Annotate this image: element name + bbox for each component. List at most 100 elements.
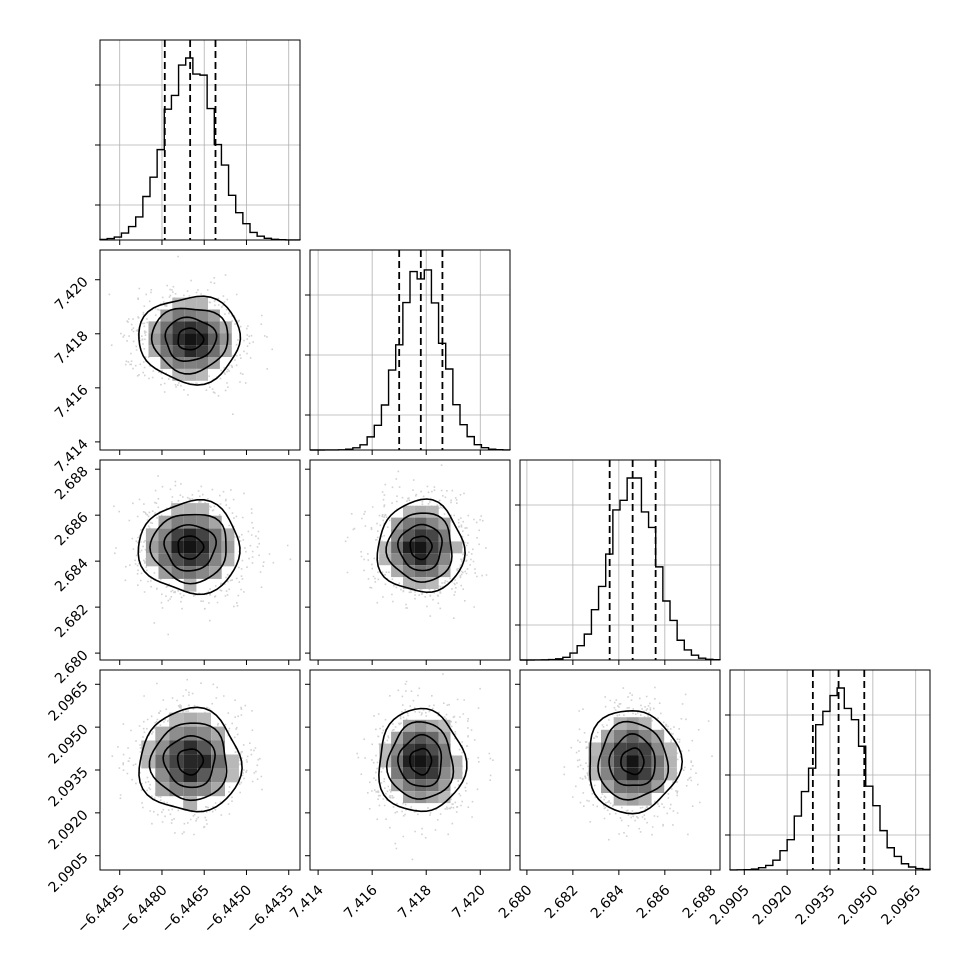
density-cell: [403, 755, 415, 768]
density-cell: [626, 717, 639, 730]
panel-content: [111, 678, 263, 836]
panel-frame: [309, 459, 511, 661]
density-cell: [414, 517, 427, 530]
contour-line: [409, 747, 433, 776]
density-cell: [145, 541, 159, 554]
density-cell: [196, 321, 208, 334]
density-cell: [426, 529, 439, 542]
density-cell: [613, 780, 627, 793]
panels-layer: [95, 39, 931, 875]
tick-marks-1-1: [95, 84, 290, 245]
tick-marks-2-1: [95, 279, 290, 455]
density-cell: [639, 742, 652, 756]
contour-line: [597, 720, 670, 801]
density-cell: [426, 767, 439, 780]
density-cell: [391, 517, 403, 530]
density-cell: [426, 565, 439, 578]
density-cell: [414, 577, 427, 589]
contour-line: [385, 512, 453, 583]
density-cell: [613, 755, 627, 768]
density-cell: [639, 767, 652, 781]
density-cell: [438, 791, 451, 804]
density-cell: [438, 541, 451, 554]
density-cell: [196, 309, 208, 322]
contour-line: [620, 747, 645, 776]
density-cell: [426, 505, 439, 518]
density-cell: [184, 309, 197, 322]
density-cell: [391, 553, 403, 566]
density-cell: [664, 742, 677, 756]
density-cell: [403, 779, 415, 792]
density-cell: [626, 755, 639, 768]
density-cell: [613, 767, 627, 781]
density-cell: [183, 726, 198, 741]
density-cell: [403, 719, 415, 732]
density-cell: [438, 779, 451, 792]
density-cell: [626, 729, 639, 743]
density-cell: [208, 345, 220, 357]
density-cell: [183, 528, 197, 541]
contour-line: [163, 524, 217, 572]
density-cell: [169, 782, 184, 797]
density-cell: [426, 577, 439, 589]
density-cell: [160, 321, 173, 334]
density-cell: [414, 731, 427, 744]
contour-line: [176, 748, 205, 776]
density-cell: [196, 515, 210, 529]
contour-line: [177, 535, 205, 560]
density-cell: [196, 333, 208, 346]
density-cell: [438, 565, 451, 578]
density-cell: [403, 541, 415, 554]
density-cell: [172, 309, 185, 322]
density-cell: [148, 333, 161, 346]
histogram-step: [310, 269, 511, 451]
density-cell: [208, 321, 220, 334]
panel-content: [563, 686, 713, 841]
density-cell: [414, 719, 427, 732]
density-cell: [414, 755, 427, 768]
density-cell: [155, 726, 170, 741]
density-cell: [169, 726, 184, 741]
hist-panel-1: [99, 39, 301, 241]
density-cell: [426, 731, 439, 744]
density-cell: [171, 541, 184, 554]
density-cell: [438, 529, 451, 542]
scatter-panel-3-2: [309, 459, 511, 661]
density-cell: [639, 729, 652, 743]
scatter-points: [344, 464, 488, 619]
scatter-panel-4-2: [309, 669, 511, 871]
hist-panel-3: [519, 459, 721, 661]
scatter-panel-4-1: [99, 669, 301, 871]
density-cell: [184, 345, 197, 357]
density-cell: [391, 529, 403, 542]
density-cell: [219, 333, 232, 346]
density-cell: [196, 541, 210, 554]
density-cell: [196, 503, 210, 516]
density-cell: [438, 767, 451, 780]
tick-marks-3-3: [515, 504, 712, 665]
density-cell: [211, 768, 225, 783]
density-cell: [403, 505, 415, 518]
density-cell: [196, 357, 208, 369]
density-cell: [196, 345, 208, 357]
density-cell: [225, 754, 239, 769]
density-cell: [414, 505, 427, 518]
tick-marks-4-1: [95, 683, 290, 875]
contour-line: [137, 499, 241, 596]
density-cell: [379, 541, 392, 554]
density-cell: [403, 517, 415, 530]
density-cell: [426, 517, 439, 530]
density-cell: [183, 579, 197, 592]
density-cell: [183, 796, 198, 811]
density-cell: [438, 731, 451, 744]
density-cell: [196, 528, 210, 541]
density-cell: [639, 717, 652, 730]
density-cell: [221, 541, 235, 554]
density-cell: [438, 743, 451, 756]
density-cell: [183, 503, 197, 516]
density-cell: [158, 566, 172, 579]
density-cell: [183, 740, 198, 755]
contour-line: [138, 706, 243, 813]
density-cell: [160, 345, 173, 357]
